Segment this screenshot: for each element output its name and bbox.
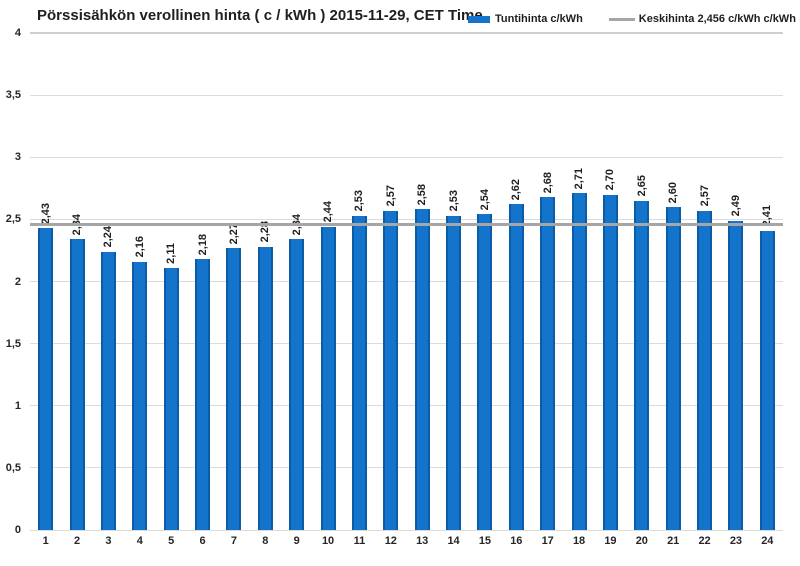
- bar: [100, 251, 116, 530]
- x-tick-label: 18: [572, 535, 586, 547]
- legend-line-swatch-icon: [608, 17, 635, 21]
- y-tick-label: 0: [14, 524, 21, 536]
- bar: [195, 259, 211, 530]
- bar: [351, 215, 367, 530]
- y-tick-label: 1,5: [5, 337, 21, 350]
- bar: [477, 214, 493, 530]
- y-tick-label: 0,5: [5, 461, 21, 474]
- gridline: [30, 467, 783, 469]
- chart-title: Pörssisähkön verollinen hinta ( c / kWh …: [37, 7, 483, 24]
- bar: [383, 210, 399, 530]
- bar: [728, 220, 744, 530]
- x-tick-label: 8: [262, 535, 269, 547]
- legend-bar-swatch-icon: [468, 15, 490, 23]
- bar-value-label: 2,18: [196, 233, 209, 256]
- x-tick-label: 5: [168, 535, 175, 547]
- bar-value-label: 2,53: [447, 190, 460, 212]
- bar-value-label: 2,11: [165, 243, 178, 264]
- legend-item-keskihinta: Keskihinta 2,456 c/kWh c/kWh: [608, 13, 796, 25]
- legend-item-tuntihinta: Tuntihinta c/kWh: [468, 13, 583, 25]
- bar: [320, 226, 336, 530]
- bar-value-label: 2,43: [39, 202, 52, 225]
- bar-value-label: 2,24: [102, 226, 115, 248]
- x-tick-label: 24: [761, 535, 774, 547]
- bar-value-label: 2,53: [353, 190, 366, 212]
- x-tick-label: 13: [416, 535, 429, 547]
- bar: [602, 194, 618, 530]
- bar: [69, 239, 85, 530]
- bar: [634, 200, 650, 530]
- bar: [414, 209, 430, 530]
- average-line: [30, 223, 783, 227]
- y-tick-label: 4: [14, 27, 21, 39]
- bar-value-label: 2,49: [729, 195, 742, 217]
- gridline: [30, 405, 783, 407]
- bar: [257, 246, 273, 530]
- y-tick-label: 1: [14, 399, 21, 412]
- bar: [132, 261, 148, 530]
- bar: [226, 247, 242, 530]
- x-tick-label: 21: [667, 535, 680, 547]
- bar-value-label: 2,65: [635, 175, 648, 197]
- y-tick-label: 2: [14, 275, 21, 288]
- bar-value-label: 2,62: [510, 179, 523, 201]
- y-tick-label: 3: [14, 151, 21, 164]
- x-tick-label: 12: [384, 535, 397, 547]
- bar: [163, 267, 179, 530]
- bar-value-label: 2,44: [322, 201, 335, 223]
- gridline: [30, 281, 783, 282]
- bar: [697, 210, 713, 530]
- x-tick-label: 20: [635, 535, 648, 547]
- bar: [571, 193, 587, 530]
- bar: [38, 228, 54, 530]
- legend-label-keskihinta: Keskihinta 2,456 c/kWh c/kWh: [638, 13, 796, 25]
- x-tick-label: 4: [136, 535, 143, 547]
- bar-value-label: 2,57: [384, 185, 397, 207]
- x-tick-label: 10: [321, 535, 335, 547]
- bar: [508, 204, 524, 530]
- gridline: [30, 94, 783, 96]
- bar-value-label: 2,16: [133, 236, 146, 258]
- bar: [665, 206, 681, 530]
- bar-value-label: 2,70: [604, 169, 617, 191]
- bar-value-label: 2,71: [573, 167, 586, 190]
- x-tick-label: 3: [105, 535, 112, 547]
- x-tick-label: 9: [293, 535, 300, 547]
- bar: [540, 197, 556, 530]
- x-tick-label: 15: [478, 535, 492, 547]
- gridline: [30, 218, 783, 220]
- x-tick-label: 1: [42, 535, 49, 547]
- x-tick-label: 7: [230, 535, 237, 547]
- gridline: [30, 343, 783, 345]
- bar-value-label: 2,57: [698, 185, 711, 207]
- plot-area: 2,4312,3422,2432,1642,1152,1862,2772,288…: [30, 31, 783, 547]
- legend: Tuntihinta c/kWh Keskihinta 2,456 c/kWh …: [468, 13, 796, 25]
- bar-value-label: 2,58: [416, 184, 429, 206]
- gridline: [30, 529, 783, 531]
- x-tick-label: 17: [541, 535, 554, 547]
- legend-label-tuntihinta: Tuntihinta c/kWh: [495, 13, 583, 25]
- x-tick-label: 19: [604, 535, 617, 547]
- gridline: [30, 31, 783, 34]
- x-tick-label: 22: [698, 535, 711, 547]
- bar-value-label: 2,54: [478, 188, 491, 211]
- bar: [446, 215, 462, 530]
- y-tick-label: 2,5: [5, 213, 21, 226]
- y-tick-label: 3,5: [5, 89, 21, 102]
- bar: [289, 239, 305, 530]
- bar: [759, 230, 775, 530]
- x-tick-label: 6: [199, 535, 206, 547]
- x-tick-label: 23: [729, 535, 743, 547]
- bar-value-label: 2,60: [667, 181, 680, 203]
- x-tick-label: 2: [74, 535, 81, 547]
- x-tick-label: 16: [510, 535, 523, 547]
- gridline: [30, 156, 783, 158]
- bar-value-label: 2,68: [541, 171, 554, 194]
- x-tick-label: 14: [447, 535, 460, 547]
- x-tick-label: 11: [353, 535, 366, 547]
